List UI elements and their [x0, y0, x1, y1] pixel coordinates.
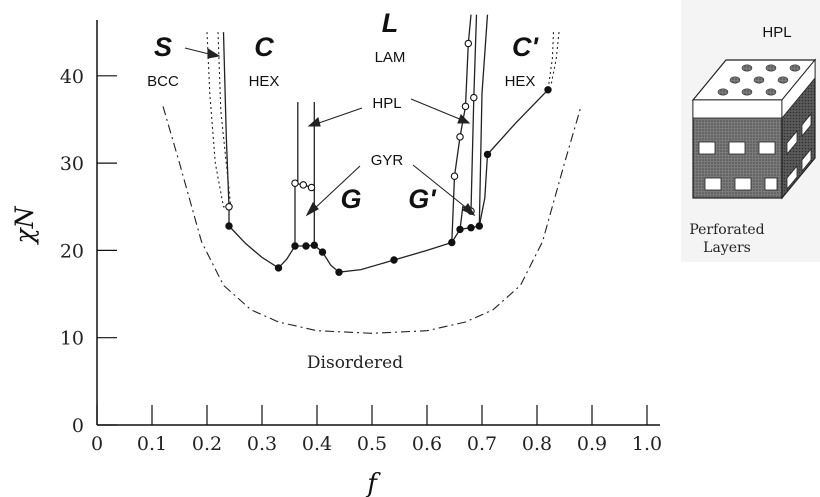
- x-tick-label: 0: [91, 433, 103, 455]
- s-pointer-arrowhead: [207, 47, 221, 59]
- y-axis-title: χN: [10, 205, 39, 245]
- open-data-point: [456, 133, 464, 141]
- filled-data-point: [475, 222, 483, 230]
- gyr-right-arrow: [412, 164, 470, 211]
- phase-name-lam: LAM: [375, 49, 406, 66]
- open-data-point: [225, 203, 233, 211]
- hex-prime-boundary: [478, 14, 489, 227]
- filled-data-point: [335, 268, 343, 276]
- filled-data-point: [483, 150, 492, 159]
- phase-name-hex: HEX: [249, 73, 280, 90]
- phase-letter-s: S: [154, 32, 172, 62]
- x-tick-label: 0.4: [302, 433, 332, 455]
- filled-data-point: [274, 264, 283, 272]
- open-data-point: [461, 102, 470, 111]
- x-axis-title: f: [365, 469, 381, 497]
- filled-data-point: [544, 86, 552, 94]
- x-tick-label: 0.8: [522, 433, 552, 455]
- y-ticks: 0 10 20 30 40: [60, 66, 117, 437]
- phase-letter-l: L: [382, 8, 399, 38]
- filled-data-point: [318, 248, 327, 256]
- x-tick-label: 0.6: [412, 433, 442, 455]
- hpl-right-arrowhead: [457, 114, 471, 124]
- y-tick-label: 40: [60, 66, 84, 88]
- filled-data-point: [448, 238, 456, 247]
- hex-prime-dotted-right: [547, 32, 555, 90]
- bcc-hex-dotted-right: [217, 32, 232, 207]
- inset-title: HPL: [762, 24, 791, 41]
- phase-letter-c-prime: C': [512, 32, 539, 62]
- y-tick-label: 10: [60, 328, 84, 350]
- gyr-label: GYR: [371, 152, 404, 169]
- x-tick-label: 0.9: [577, 433, 607, 455]
- phase-name-bcc: BCC: [147, 73, 179, 90]
- cube-front-perforations: [698, 141, 778, 191]
- inset-caption-line2: Layers: [703, 240, 751, 256]
- hex-prime-dotted-edge: [550, 32, 560, 87]
- filled-data-point: [225, 222, 233, 230]
- filled-data-point: [302, 242, 310, 250]
- g-label: G: [340, 184, 361, 214]
- hpl-left-arrowhead: [307, 116, 321, 127]
- hpl-left-arrow: [315, 107, 363, 125]
- phase-labels: S BCC C HEX L LAM C' HEX: [147, 8, 539, 90]
- curves: [162, 14, 582, 334]
- open-data-point: [291, 179, 299, 187]
- cube-side-perforations: [786, 112, 812, 191]
- bcc-hex-dotted-left: [206, 32, 229, 208]
- y-tick-label: 0: [72, 415, 84, 437]
- mean-field-odt-curve: [162, 106, 582, 334]
- y-tick-label: 20: [60, 240, 84, 262]
- cube-front-top-layer: [692, 99, 783, 119]
- open-data-point: [299, 181, 308, 189]
- gyr-right-arrowhead: [462, 203, 476, 217]
- x-tick-label: 1.0: [632, 433, 662, 455]
- bcc-hex-boundary: [222, 32, 230, 226]
- hpl-right-arrow: [410, 98, 463, 121]
- g-prime-label: G': [408, 184, 437, 214]
- disordered-label: Disordered: [307, 353, 403, 373]
- order-disorder-curve: [228, 89, 549, 273]
- open-data-point: [470, 93, 478, 102]
- hpl-label: HPL: [372, 95, 401, 112]
- filled-data-point: [310, 241, 318, 249]
- x-tick-label: 0.3: [247, 433, 277, 455]
- x-tick-label: 0.1: [137, 433, 167, 455]
- open-data-point: [450, 172, 459, 180]
- phase-letter-c: C: [254, 32, 274, 62]
- annotation-arrows: [184, 47, 476, 217]
- gyr-left-arrow: [312, 165, 361, 211]
- phase-name-hex-prime: HEX: [505, 73, 536, 90]
- axes: [96, 20, 660, 426]
- inset-caption-line1: Perforated: [689, 222, 764, 238]
- cube-top-dots: [717, 64, 801, 96]
- x-tick-label: 0.7: [467, 433, 497, 455]
- x-tick-label: 0.2: [192, 433, 222, 455]
- filled-data-point: [291, 242, 299, 250]
- open-data-point: [464, 39, 473, 48]
- x-ticks: 0 0.1 0.2 0.3 0.4 0.5 0.6 0.7 0.8 0.9 1.0: [91, 405, 662, 455]
- open-data-point: [307, 183, 316, 192]
- filled-data-point: [390, 256, 398, 264]
- cube-side-top-layer: [781, 58, 816, 120]
- x-tick-label: 0.5: [357, 433, 387, 455]
- gyr-left-arrowhead: [305, 202, 319, 217]
- hpl-inset: HPL: [681, 0, 820, 262]
- filled-data-point: [467, 224, 475, 232]
- markers: [225, 39, 552, 276]
- y-tick-label: 30: [60, 153, 84, 175]
- filled-data-point: [456, 225, 464, 234]
